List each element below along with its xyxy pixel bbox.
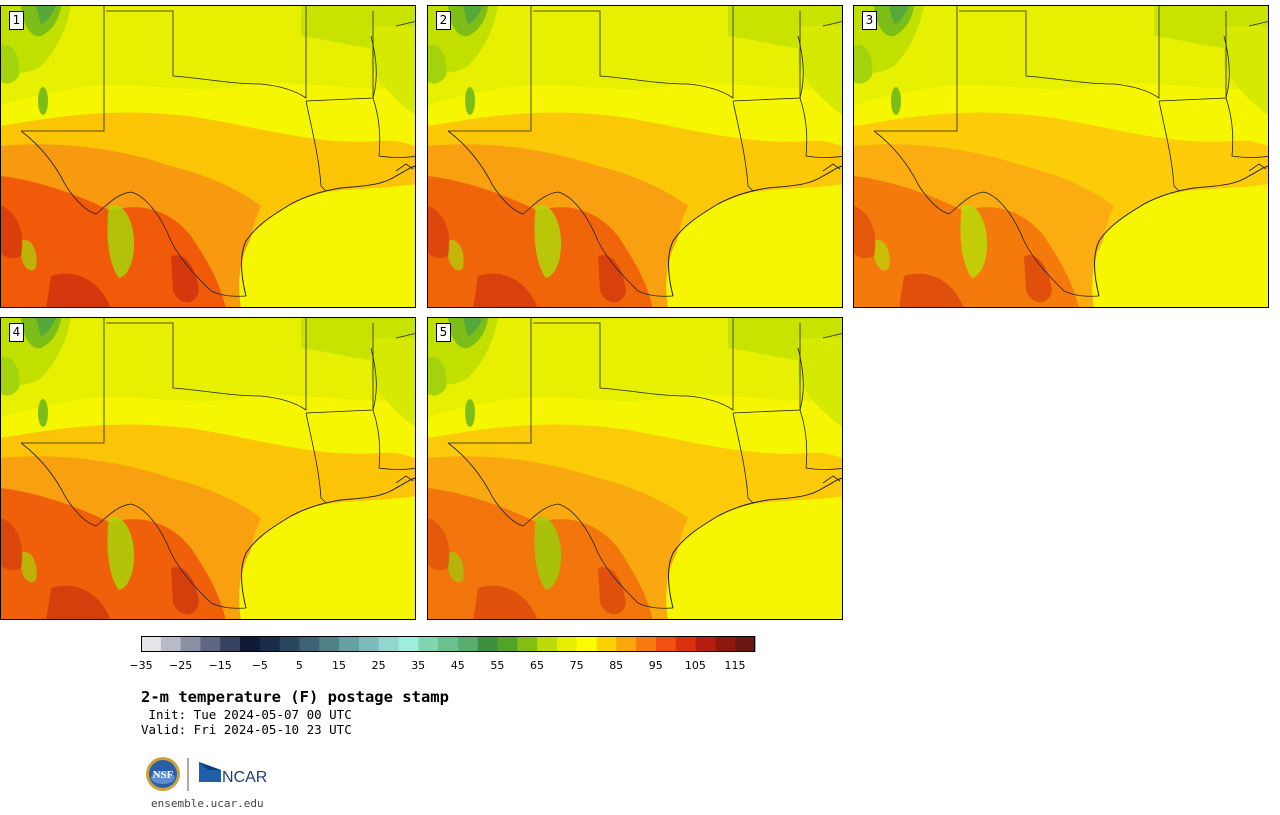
panel-number-label: 4: [9, 323, 24, 342]
map-panel-1: 1: [0, 5, 416, 308]
colorbar-swatch: [180, 636, 201, 652]
colorbar-tick-label: 45: [450, 659, 465, 672]
colorbar-swatch: [576, 636, 597, 652]
website-url: ensemble.ucar.edu: [151, 797, 264, 810]
colorbar-swatch: [596, 636, 617, 652]
colorbar-tick-label: −15: [208, 659, 232, 672]
colorbar-swatch: [438, 636, 459, 652]
colorbar-swatch: [636, 636, 657, 652]
colorbar-tick-label: 85: [609, 659, 624, 672]
temperature-map-icon: [1, 6, 415, 307]
colorbar-swatch: [675, 636, 696, 652]
temperature-map-icon: [854, 6, 1268, 307]
colorbar-swatch: [220, 636, 241, 652]
colorbar-tick-label: 25: [371, 659, 386, 672]
colorbar-swatch: [695, 636, 716, 652]
colorbar-swatch: [735, 636, 756, 652]
colorbar-swatch: [537, 636, 558, 652]
init-time: Init: Tue 2024-05-07 00 UTC: [141, 707, 352, 722]
colorbar-swatch: [398, 636, 419, 652]
map-panel-3: 3: [853, 5, 1269, 308]
temperature-colorbar: [141, 636, 756, 652]
valid-time: Valid: Fri 2024-05-10 23 UTC: [141, 722, 352, 737]
map-panel-4: 4: [0, 317, 416, 620]
temperature-map-icon: [428, 6, 842, 307]
colorbar-tick-label: 95: [648, 659, 663, 672]
colorbar-swatch: [339, 636, 360, 652]
panel-number-label: 2: [436, 11, 451, 30]
temperature-map-icon: [428, 318, 842, 619]
colorbar-tick-label: 115: [724, 659, 746, 672]
colorbar-swatch: [418, 636, 439, 652]
ncar-logo-icon: NCAR: [199, 762, 267, 786]
colorbar-tick-label: −25: [168, 659, 193, 672]
colorbar-swatch: [240, 636, 261, 652]
colorbar-tick-label: −5: [251, 659, 268, 672]
colorbar-tick-label: 75: [569, 659, 584, 672]
colorbar-tick-label: 105: [684, 659, 706, 672]
colorbar-swatch: [556, 636, 578, 652]
colorbar-swatch: [378, 636, 399, 652]
colorbar-swatch: [259, 636, 281, 652]
colorbar-tick-label: 5: [295, 659, 303, 672]
colorbar-tick-label: −35: [129, 659, 153, 672]
colorbar-swatch: [200, 636, 221, 652]
colorbar-swatch: [299, 636, 320, 652]
colorbar-swatch: [141, 636, 162, 652]
panel-number-label: 1: [9, 11, 24, 30]
colorbar-swatch: [457, 636, 479, 652]
colorbar-swatch: [279, 636, 300, 652]
map-panel-5: 5: [427, 317, 843, 620]
figure-title: 2-m temperature (F) postage stamp: [141, 688, 449, 706]
colorbar-swatch: [616, 636, 637, 652]
colorbar-swatch: [319, 636, 340, 652]
temperature-map-icon: [1, 318, 415, 619]
logos: NSF NCAR: [144, 756, 274, 798]
colorbar-tick-label: 65: [530, 659, 544, 672]
colorbar-swatch: [160, 636, 182, 652]
nsf-logo-text: NSF: [153, 769, 174, 781]
panel-number-label: 3: [862, 11, 877, 30]
map-panel-2: 2: [427, 5, 843, 308]
ncar-logo-text: NCAR: [222, 769, 267, 786]
colorbar-tick-label: 15: [332, 659, 346, 672]
nsf-logo-icon: NSF: [146, 757, 180, 791]
colorbar-swatch: [358, 636, 380, 652]
colorbar-swatch: [655, 636, 677, 652]
colorbar-swatch: [477, 636, 498, 652]
panel-number-label: 5: [436, 323, 451, 342]
colorbar-swatch: [517, 636, 538, 652]
colorbar-tick-label: 55: [490, 659, 505, 672]
colorbar-swatch: [497, 636, 518, 652]
colorbar-tick-label: 35: [411, 659, 426, 672]
colorbar-swatch: [715, 636, 736, 652]
